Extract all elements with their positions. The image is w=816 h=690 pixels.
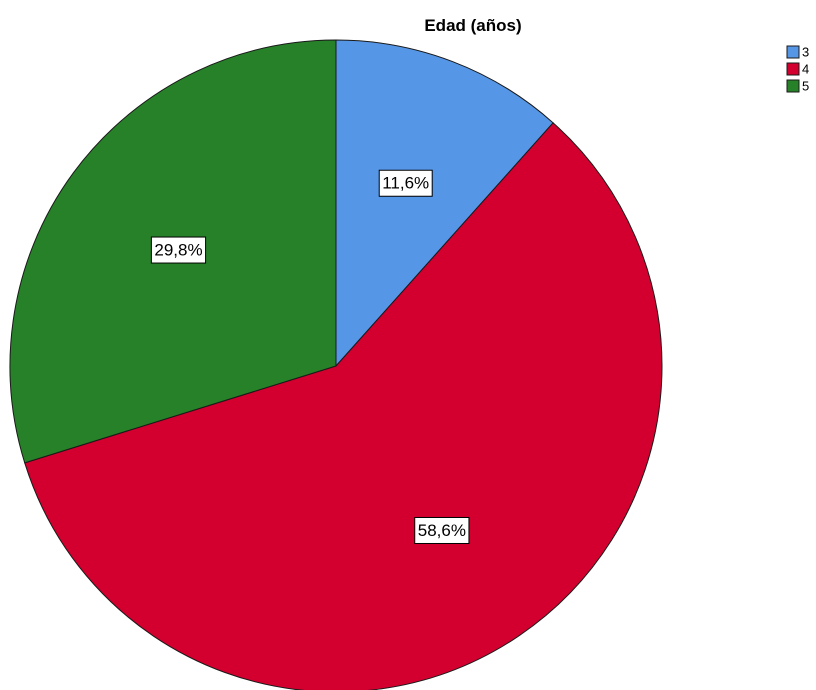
slice-label-text-4: 58,6% xyxy=(418,521,466,540)
legend-label-4: 4 xyxy=(802,62,809,77)
legend-swatch-3 xyxy=(786,45,800,59)
legend-item-4: 4 xyxy=(786,62,809,77)
legend-swatch-5 xyxy=(786,79,800,93)
legend-swatch-4 xyxy=(786,62,800,76)
slice-label-box-4 xyxy=(414,516,470,544)
slice-label-4: 58,6% xyxy=(414,516,470,544)
slice-label-text-3: 11,6% xyxy=(382,174,429,193)
slice-label-box-5 xyxy=(150,236,207,264)
legend: 3 4 5 xyxy=(786,45,809,94)
pie-slice-3 xyxy=(335,39,554,368)
legend-label-3: 3 xyxy=(802,45,809,60)
legend-label-5: 5 xyxy=(802,79,809,94)
legend-item-5: 5 xyxy=(786,79,809,94)
slice-label-box-3 xyxy=(378,169,433,197)
pie-slices xyxy=(9,39,663,690)
chart-title: Edad (años) xyxy=(424,16,521,35)
slice-label-3: 11,6% xyxy=(378,169,433,197)
slice-label-text-5: 29,8% xyxy=(154,241,202,260)
pie-slice-4 xyxy=(24,122,663,690)
slice-label-5: 29,8% xyxy=(150,236,207,264)
legend-item-3: 3 xyxy=(786,45,809,60)
slice-labels: 11,6% 58,6% 29,8% xyxy=(150,169,470,544)
